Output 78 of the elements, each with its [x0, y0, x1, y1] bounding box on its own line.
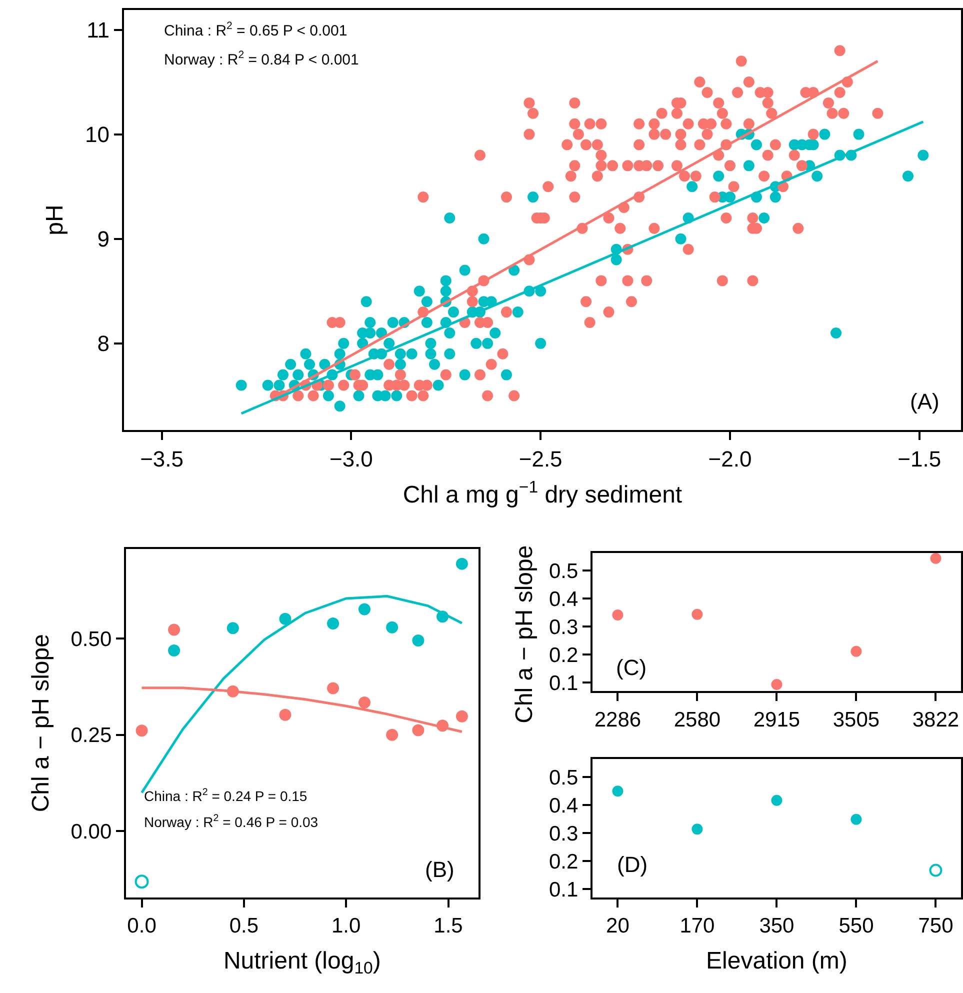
x-axis-title: Chl a mg g$^{−1}$ dry sediment [402, 477, 682, 508]
point [168, 624, 180, 636]
y-tick-label: 0.00 [70, 820, 112, 844]
x-tick-label: −3.0 [329, 446, 373, 472]
y-axis-title: Chl a − pH slope [27, 634, 54, 812]
annotation: (C) [616, 655, 647, 680]
y-tick-label: 10 [85, 122, 110, 148]
point [412, 634, 424, 646]
x-tick-label: 20 [606, 914, 630, 938]
point [929, 864, 942, 877]
x-tick-label: 0.5 [229, 914, 259, 938]
y-tick-label: 0.4 [548, 588, 579, 611]
y-tick-label: 0.25 [70, 724, 112, 748]
x-tick-label: −2.0 [708, 446, 752, 472]
x-tick-label: 2915 [753, 708, 800, 732]
point [850, 814, 862, 825]
point [456, 558, 468, 570]
point [168, 644, 180, 656]
annotation: (B) [425, 857, 454, 882]
point [386, 728, 398, 741]
point [692, 608, 703, 620]
x-axis-title: Elevation (m) [706, 947, 848, 974]
x-tick-label: 350 [759, 914, 794, 938]
point [134, 874, 149, 889]
point [692, 824, 703, 835]
y-tick-label: 0.1 [548, 878, 578, 902]
y-tick-label: 0.3 [548, 616, 578, 639]
y-tick-label: 11 [86, 17, 110, 42]
point [327, 618, 340, 630]
y-tick-label: 0.50 [70, 628, 112, 651]
y-tick-label: 0.4 [548, 794, 579, 818]
point [358, 696, 370, 708]
annotation: Norway : R$^{2}$ = 0.46 P = 0.03 [144, 813, 318, 830]
point [771, 794, 782, 806]
y-tick-label: 0.2 [548, 850, 578, 874]
point [930, 552, 942, 564]
y-tick-label: 9 [97, 226, 110, 252]
point [136, 724, 148, 737]
annotation: China : R$^{2}$ = 0.24 P = 0.15 [144, 787, 308, 804]
x-tick-label: −1.5 [898, 446, 942, 472]
annotation: China : R$^{2}$ = 0.65 P < 0.001 [164, 20, 348, 40]
y-tick-label: 8 [97, 331, 110, 356]
y-tick-label: 0.3 [548, 822, 578, 846]
point [327, 682, 340, 694]
point [386, 621, 398, 634]
point [226, 622, 239, 634]
x-tick-label: 1.5 [434, 914, 463, 938]
point [612, 786, 624, 797]
point [279, 612, 292, 625]
annotation: Norway : R$^{2}$ = 0.84 P < 0.001 [164, 49, 359, 68]
x-tick-label: 550 [838, 914, 874, 938]
point [279, 708, 292, 721]
x-tick-label: 2580 [674, 708, 721, 732]
annotation: (D) [617, 852, 648, 877]
x-tick-label: 2286 [594, 708, 642, 732]
y-axis-title: pH [42, 204, 69, 236]
y-axis-title: Chl a − pH slope [511, 545, 538, 724]
point [771, 678, 782, 690]
x-tick-label: 170 [680, 914, 715, 938]
line-series [140, 686, 464, 734]
y-tick-label: 0.1 [548, 672, 578, 695]
point [358, 603, 370, 616]
x-tick-label: −3.5 [140, 446, 184, 472]
point [412, 724, 424, 736]
x-axis-title: Nutrient (log$_{10}$) [223, 947, 381, 978]
x-tick-label: 0.0 [127, 914, 156, 938]
point [850, 646, 862, 657]
x-tick-label: −2.5 [518, 446, 562, 472]
x-tick-label: 1.0 [332, 914, 361, 938]
annotation: (A) [910, 389, 940, 414]
y-tick-label: 0.5 [548, 766, 578, 790]
x-tick-label: 750 [918, 914, 954, 938]
y-tick-label: 0.5 [548, 560, 578, 583]
x-tick-label: 3505 [832, 708, 880, 732]
x-tick-label: 3822 [912, 708, 960, 732]
point [456, 710, 468, 722]
y-tick-label: 0.2 [548, 644, 578, 667]
point [612, 609, 624, 620]
